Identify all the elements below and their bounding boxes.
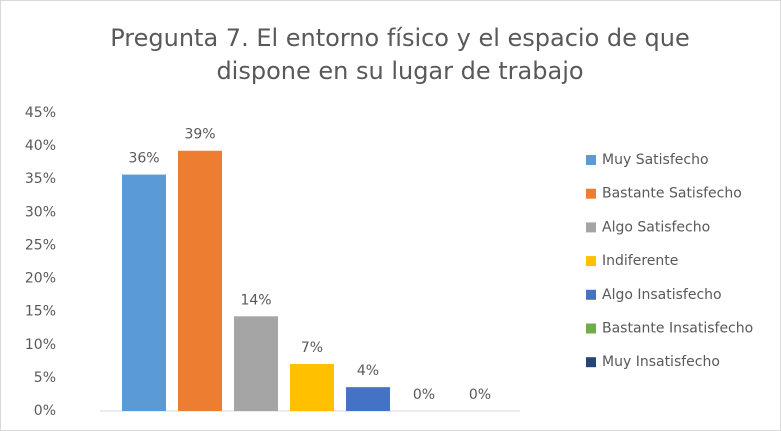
bar: [122, 174, 166, 411]
data-label: 36%: [128, 151, 159, 167]
legend-label: Bastante Insatisfecho: [602, 321, 753, 337]
y-tick-label: 15%: [25, 304, 56, 320]
data-label: 4%: [357, 363, 379, 379]
y-tick-label: 45%: [25, 105, 56, 121]
legend-swatch: [586, 289, 596, 300]
legend-label: Algo Insatisfecho: [602, 287, 722, 303]
y-tick-label: 40%: [25, 138, 56, 154]
legend-label: Algo Satisfecho: [602, 219, 710, 235]
data-label: 0%: [469, 387, 491, 403]
legend-swatch: [586, 188, 596, 199]
y-tick-label: 10%: [25, 337, 56, 353]
data-label: 39%: [184, 127, 215, 143]
legend-swatch: [586, 256, 596, 267]
bar: [290, 363, 334, 411]
legend-label: Muy Insatisfecho: [602, 354, 720, 370]
bar: [346, 387, 390, 411]
y-tick-label: 30%: [25, 204, 56, 220]
bar: [178, 150, 222, 411]
legend-label: Indiferente: [602, 253, 678, 269]
bar: [234, 316, 278, 411]
y-tick-label: 35%: [25, 171, 56, 187]
y-tick-label: 0%: [34, 403, 56, 419]
data-label: 0%: [413, 387, 435, 403]
legend-label: Bastante Satisfecho: [602, 186, 742, 202]
legend-swatch: [586, 155, 596, 165]
data-label: 7%: [301, 340, 323, 356]
legend-swatch: [586, 323, 596, 334]
y-tick-label: 5%: [34, 370, 56, 386]
data-label: 14%: [240, 292, 271, 308]
legend-swatch: [586, 357, 596, 368]
legend-label: Muy Satisfecho: [602, 152, 709, 168]
y-tick-label: 25%: [25, 237, 56, 253]
y-tick-label: 20%: [25, 271, 56, 287]
legend-swatch: [586, 222, 596, 233]
chart-title: Pregunta 7. El entorno físico y el espac…: [110, 24, 690, 85]
